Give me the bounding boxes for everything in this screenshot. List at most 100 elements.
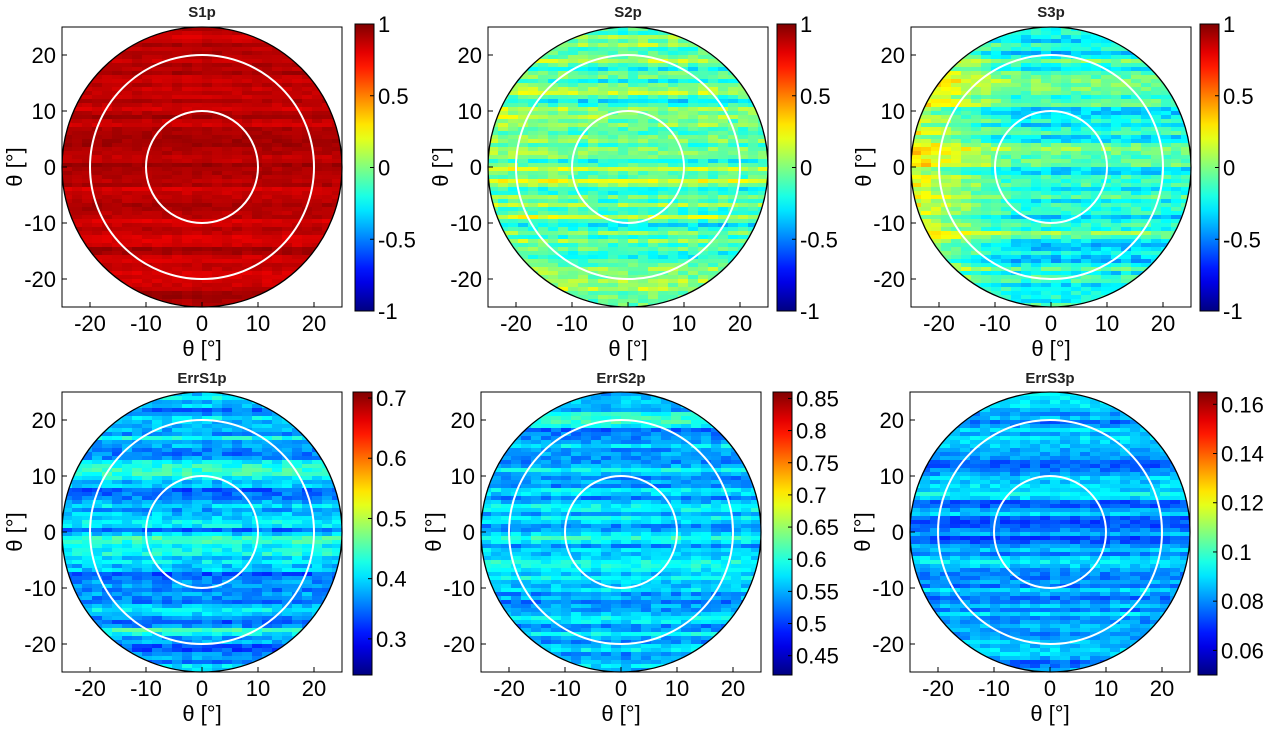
heatmap-cell — [618, 291, 629, 296]
heatmap-cell — [991, 71, 1002, 76]
heatmap-cell — [222, 71, 233, 76]
heatmap-cell — [548, 75, 559, 80]
heatmap-cell — [558, 67, 569, 72]
heatmap-cell — [498, 151, 509, 156]
heatmap-cell — [738, 199, 749, 204]
heatmap-cell — [1151, 103, 1162, 108]
heatmap-cell — [262, 151, 273, 156]
heatmap-cell — [618, 159, 629, 164]
heatmap-cell — [1071, 155, 1082, 160]
heatmap-cell — [1171, 151, 1182, 156]
heatmap-cell — [528, 179, 539, 184]
heatmap-cell — [588, 223, 599, 228]
heatmap-cell — [638, 35, 649, 40]
heatmap-cell — [758, 171, 768, 176]
heatmap-cell — [1121, 51, 1132, 56]
heatmap-cell — [588, 71, 599, 76]
heatmap-cell — [598, 71, 609, 76]
heatmap-cell — [628, 259, 639, 264]
heatmap-cell — [961, 103, 972, 108]
heatmap-cell — [202, 179, 213, 184]
heatmap-cell — [282, 171, 293, 176]
heatmap-cell — [192, 183, 203, 188]
heatmap-cell — [698, 223, 709, 228]
heatmap-cell — [222, 251, 233, 256]
heatmap-cell — [1111, 51, 1122, 56]
heatmap-cell — [538, 211, 549, 216]
heatmap-cell — [142, 63, 153, 68]
heatmap-cell — [951, 91, 962, 96]
heatmap-cell — [528, 199, 539, 204]
heatmap-cell — [162, 243, 173, 248]
heatmap-cell — [1141, 75, 1152, 80]
heatmap-cell — [698, 163, 709, 168]
heatmap-cell — [262, 199, 273, 204]
heatmap-cell — [578, 275, 589, 280]
heatmap-cell — [618, 91, 629, 96]
heatmap-cell — [132, 179, 143, 184]
heatmap-cell — [92, 87, 103, 92]
heatmap-cell — [638, 139, 649, 144]
heatmap-cell — [1161, 159, 1172, 164]
heatmap-cell — [548, 91, 559, 96]
heatmap-cell — [508, 171, 519, 176]
heatmap-cell — [638, 67, 649, 72]
heatmap-cell — [628, 207, 639, 212]
heatmap-cell — [72, 175, 83, 180]
heatmap-cell — [142, 143, 153, 148]
heatmap-cell — [658, 219, 669, 224]
heatmap-cell — [698, 207, 709, 212]
heatmap-cell — [698, 243, 709, 248]
heatmap-cell — [152, 71, 163, 76]
heatmap-cell — [272, 243, 283, 248]
heatmap-cell — [981, 115, 992, 120]
heatmap-cell — [292, 227, 303, 232]
heatmap-cell — [1121, 135, 1132, 140]
heatmap-cell — [172, 99, 183, 104]
heatmap-cell — [718, 147, 729, 152]
heatmap-cell — [931, 143, 942, 148]
heatmap-cell — [688, 71, 699, 76]
heatmap-cell — [538, 123, 549, 128]
heatmap-cell — [951, 115, 962, 120]
heatmap-cell — [212, 99, 223, 104]
heatmap-cell — [528, 67, 539, 72]
heatmap-cell — [518, 187, 529, 192]
heatmap-cell — [558, 259, 569, 264]
heatmap-cell — [242, 187, 253, 192]
heatmap-cell — [1061, 123, 1072, 128]
heatmap-cell — [1141, 119, 1152, 124]
heatmap-cell — [518, 155, 529, 160]
heatmap-cell — [588, 147, 599, 152]
heatmap-cell — [292, 167, 303, 172]
heatmap-cell — [82, 95, 93, 100]
heatmap-cell — [508, 123, 519, 128]
heatmap-cell — [498, 215, 509, 220]
heatmap-cell — [1021, 131, 1032, 136]
heatmap-cell — [1111, 79, 1122, 84]
heatmap-cell — [282, 55, 293, 60]
heatmap-cell — [312, 171, 323, 176]
heatmap-cell — [578, 107, 589, 112]
heatmap-cell — [102, 139, 113, 144]
heatmap-cell — [322, 119, 333, 124]
heatmap-cell — [222, 47, 233, 52]
heatmap-cell — [558, 123, 569, 128]
heatmap-cell — [568, 215, 579, 220]
heatmap-cell — [62, 183, 73, 188]
heatmap-cell — [1131, 139, 1142, 144]
heatmap-cell — [202, 231, 213, 236]
heatmap-cell — [232, 115, 243, 120]
heatmap-cell — [638, 39, 649, 44]
heatmap-cell — [598, 35, 609, 40]
heatmap-cell — [568, 167, 579, 172]
heatmap-cell — [748, 111, 759, 116]
heatmap-cell — [668, 39, 679, 44]
heatmap-cell — [302, 231, 313, 236]
heatmap-cell — [1081, 143, 1092, 148]
heatmap-cell — [292, 75, 303, 80]
heatmap-cell — [688, 63, 699, 68]
heatmap-cell — [708, 155, 719, 160]
heatmap-cell — [568, 107, 579, 112]
heatmap-cell — [92, 223, 103, 228]
